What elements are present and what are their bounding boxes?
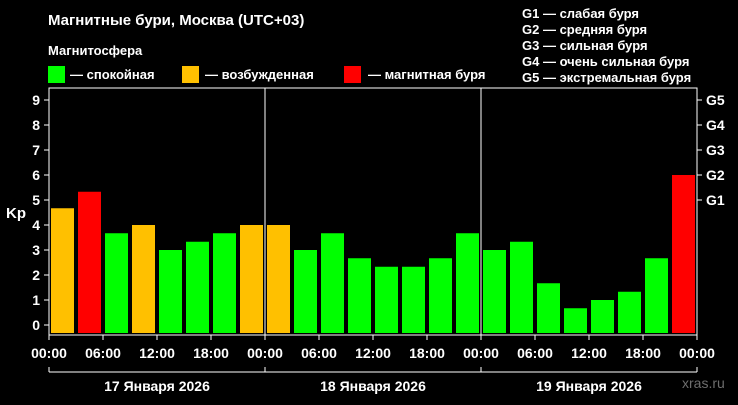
bar-18 bbox=[537, 283, 560, 333]
bar-13 bbox=[402, 266, 425, 333]
bar-17 bbox=[510, 241, 533, 333]
g-legend-g4: G4 — очень сильная буря bbox=[522, 54, 689, 69]
chart-title: Магнитные бури, Москва (UTC+03) bbox=[48, 12, 304, 29]
bar-14 bbox=[429, 258, 452, 333]
x-tick-label-7: 18:00 bbox=[409, 345, 445, 361]
legend-swatch-excited bbox=[182, 66, 199, 83]
bar-19 bbox=[564, 308, 587, 333]
day-label-2: 19 Января 2026 bbox=[536, 378, 642, 394]
legend-heading: Магнитосфера bbox=[48, 43, 143, 58]
legend-swatch-calm bbox=[48, 66, 65, 83]
watermark: xras.ru bbox=[682, 375, 725, 391]
y-tick-label-2: 2 bbox=[32, 267, 40, 283]
x-tick-label-5: 06:00 bbox=[301, 345, 337, 361]
x-tick-label-2: 12:00 bbox=[139, 345, 175, 361]
g-legend-g5: G5 — экстремальная буря bbox=[522, 70, 691, 85]
bar-10 bbox=[321, 233, 344, 333]
y-tick-label-6: 6 bbox=[32, 167, 40, 183]
y-tick-label-0: 0 bbox=[32, 317, 40, 333]
bar-1 bbox=[78, 191, 101, 333]
bar-6 bbox=[213, 233, 236, 333]
y-tick-label-1: 1 bbox=[32, 292, 40, 308]
bar-11 bbox=[348, 258, 371, 333]
x-tick-label-10: 12:00 bbox=[571, 345, 607, 361]
bar-9 bbox=[294, 250, 317, 333]
bar-20 bbox=[591, 300, 614, 333]
day-label-0: 17 Января 2026 bbox=[104, 378, 210, 394]
bar-4 bbox=[159, 250, 182, 333]
day-label-1: 18 Января 2026 bbox=[320, 378, 426, 394]
legend-label-storm: — магнитная буря bbox=[368, 67, 485, 82]
bar-7 bbox=[240, 225, 263, 333]
g-legend-g1: G1 — слабая буря bbox=[522, 6, 639, 21]
g-tick-label-G4: G4 bbox=[706, 117, 725, 133]
x-tick-label-11: 18:00 bbox=[625, 345, 661, 361]
g-tick-label-G1: G1 bbox=[706, 192, 725, 208]
bar-0 bbox=[51, 208, 74, 333]
y-tick-label-5: 5 bbox=[32, 192, 40, 208]
bar-12 bbox=[375, 266, 398, 333]
bar-8 bbox=[267, 225, 290, 333]
g-tick-label-G3: G3 bbox=[706, 142, 725, 158]
x-tick-label-4: 00:00 bbox=[247, 345, 283, 361]
bar-23 bbox=[672, 175, 695, 333]
y-tick-label-7: 7 bbox=[32, 142, 40, 158]
x-tick-label-12: 00:00 bbox=[679, 345, 715, 361]
x-tick-label-8: 00:00 bbox=[463, 345, 499, 361]
bar-5 bbox=[186, 241, 209, 333]
bar-15 bbox=[456, 233, 479, 333]
bar-21 bbox=[618, 291, 641, 333]
g-tick-label-G2: G2 bbox=[706, 167, 725, 183]
bar-16 bbox=[483, 250, 506, 333]
y-tick-label-3: 3 bbox=[32, 242, 40, 258]
x-tick-label-6: 12:00 bbox=[355, 345, 391, 361]
x-tick-label-1: 06:00 bbox=[85, 345, 121, 361]
plot-area: 0 1 2 3 4 5 6 7 8 9 G1 G2 G3 G4 G5 00:00 06:00 12:00 18:00… bbox=[31, 87, 725, 394]
bar-2 bbox=[105, 233, 128, 333]
g-legend-g3: G3 — сильная буря bbox=[522, 38, 648, 53]
x-tick-label-3: 18:00 bbox=[193, 345, 229, 361]
x-tick-label-0: 00:00 bbox=[31, 345, 67, 361]
legend-label-calm: — спокойная bbox=[70, 67, 155, 82]
y-axis-label: Kp bbox=[6, 205, 26, 222]
g-legend-g2: G2 — средняя буря bbox=[522, 22, 647, 37]
y-tick-label-9: 9 bbox=[32, 92, 40, 108]
x-tick-label-9: 06:00 bbox=[517, 345, 553, 361]
y-tick-label-8: 8 bbox=[32, 117, 40, 133]
legend-label-excited: — возбужденная bbox=[205, 67, 314, 82]
bar-22 bbox=[645, 258, 668, 333]
y-tick-label-4: 4 bbox=[32, 217, 40, 233]
g-tick-label-G5: G5 bbox=[706, 92, 725, 108]
bar-3 bbox=[132, 225, 155, 333]
legend-swatch-storm bbox=[344, 66, 361, 83]
